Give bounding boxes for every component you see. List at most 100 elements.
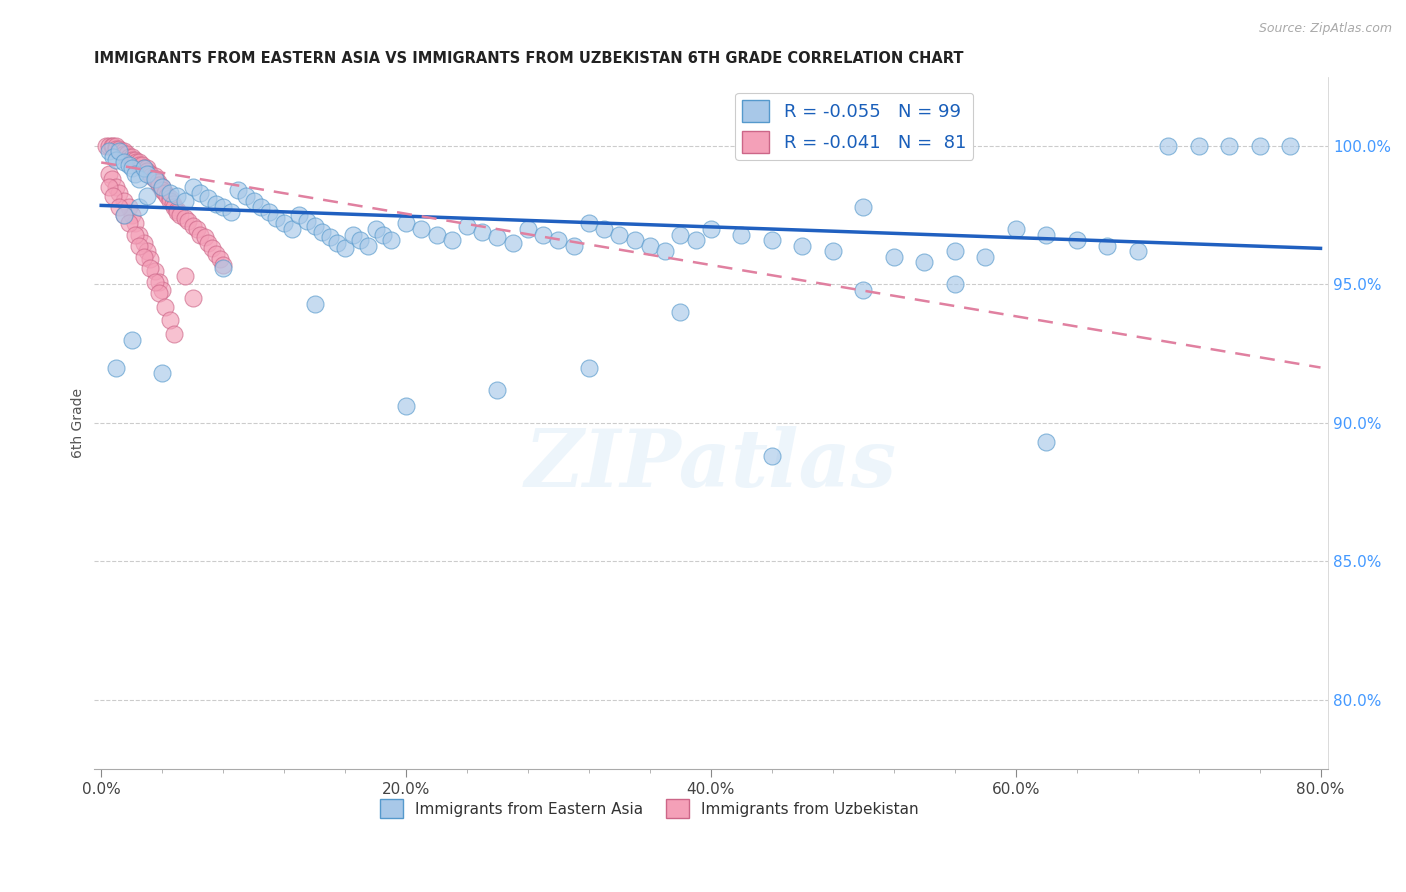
Point [117,150,139,164]
Point [486,383,509,397]
Point [212,258,235,272]
Point [821,244,844,259]
Point [121,333,143,347]
Point [159,186,181,200]
Point [181,291,204,305]
Point [1157,139,1180,153]
Point [150,183,173,197]
Point [128,238,150,252]
Point [304,219,326,234]
Point [174,211,197,225]
Point [148,275,170,289]
Point [373,227,395,242]
Point [110,145,132,159]
Point [250,200,273,214]
Point [212,260,235,275]
Point [97,139,120,153]
Point [135,163,157,178]
Point [669,305,692,319]
Point [357,238,380,252]
Point [103,139,125,153]
Point [139,260,162,275]
Point [235,188,257,202]
Point [792,238,814,252]
Point [163,327,186,342]
Point [174,269,197,284]
Point [730,227,752,242]
Point [257,205,280,219]
Point [112,208,135,222]
Point [188,186,211,200]
Point [150,180,173,194]
Point [531,227,554,242]
Point [128,227,150,242]
Point [761,449,783,463]
Point [395,400,418,414]
Point [108,145,131,159]
Point [456,219,478,234]
Point [162,197,184,211]
Point [166,202,188,217]
Point [333,241,356,255]
Point [304,297,326,311]
Point [135,161,157,175]
Point [169,208,191,222]
Point [159,194,181,209]
Point [1187,139,1209,153]
Point [177,213,200,227]
Point [280,222,302,236]
Point [209,252,232,267]
Point [121,153,143,167]
Point [141,169,163,184]
Point [148,178,170,192]
Point [1279,139,1302,153]
Text: Source: ZipAtlas.com: Source: ZipAtlas.com [1258,22,1392,36]
Point [139,167,162,181]
Point [1126,244,1149,259]
Point [669,227,692,242]
Point [204,247,226,261]
Point [121,150,143,164]
Point [146,175,169,189]
Point [609,227,631,242]
Point [124,167,146,181]
Point [117,216,139,230]
Point [124,227,146,242]
Point [266,211,288,225]
Point [131,158,153,172]
Point [311,225,333,239]
Point [440,233,463,247]
Point [380,233,402,247]
Point [194,230,217,244]
Point [319,230,342,244]
Point [105,139,128,153]
Point [163,200,186,214]
Point [108,142,131,156]
Point [135,167,157,181]
Legend: Immigrants from Eastern Asia, Immigrants from Uzbekistan: Immigrants from Eastern Asia, Immigrants… [374,793,925,824]
Point [761,233,783,247]
Point [166,205,188,219]
Point [411,222,433,236]
Point [112,155,135,169]
Point [852,200,875,214]
Point [112,208,135,222]
Point [108,186,131,200]
Point [132,250,155,264]
Point [105,142,128,156]
Point [148,285,170,300]
Point [143,169,166,184]
Point [135,244,157,259]
Point [197,192,219,206]
Point [156,188,179,202]
Point [288,208,311,222]
Point [150,180,173,194]
Point [97,167,120,181]
Point [517,222,540,236]
Point [273,216,295,230]
Point [974,250,997,264]
Point [155,186,177,200]
Point [197,235,219,250]
Point [181,180,204,194]
Point [101,172,124,186]
